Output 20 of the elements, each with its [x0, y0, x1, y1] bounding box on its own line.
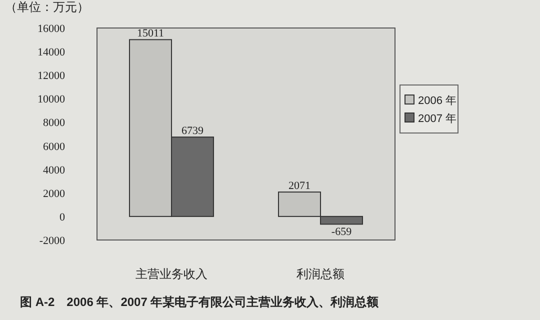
- data-label: 2071: [288, 180, 310, 192]
- data-label: -659: [331, 226, 352, 238]
- y-tick-label: 0: [60, 211, 66, 224]
- y-tick-label: 2000: [43, 188, 66, 200]
- y-tick-label: 10000: [38, 94, 66, 106]
- y-tick-label: -2000: [39, 235, 66, 247]
- x-tick-label: 主营业务收入: [136, 267, 208, 281]
- y-axis-title: （单位：万元）: [5, 0, 89, 14]
- y-tick-label: 8000: [43, 117, 66, 130]
- x-tick-label: 利润总额: [296, 267, 344, 281]
- y-tick-label: 4000: [43, 164, 66, 176]
- y-tick-label: 16000: [38, 23, 66, 35]
- legend-label: 2007 年: [418, 113, 457, 125]
- y-tick-label: 14000: [38, 46, 66, 59]
- y-tick-label: 6000: [43, 140, 66, 153]
- legend-label: 2006 年: [418, 95, 457, 107]
- text: 图 A-2 2006 年、2007 年某电子有限公司主营业务收入、利润总额: [20, 295, 380, 309]
- data-label: 15011: [136, 28, 164, 40]
- y-tick-label: 12000: [38, 70, 66, 82]
- data-label: 6739: [182, 125, 204, 138]
